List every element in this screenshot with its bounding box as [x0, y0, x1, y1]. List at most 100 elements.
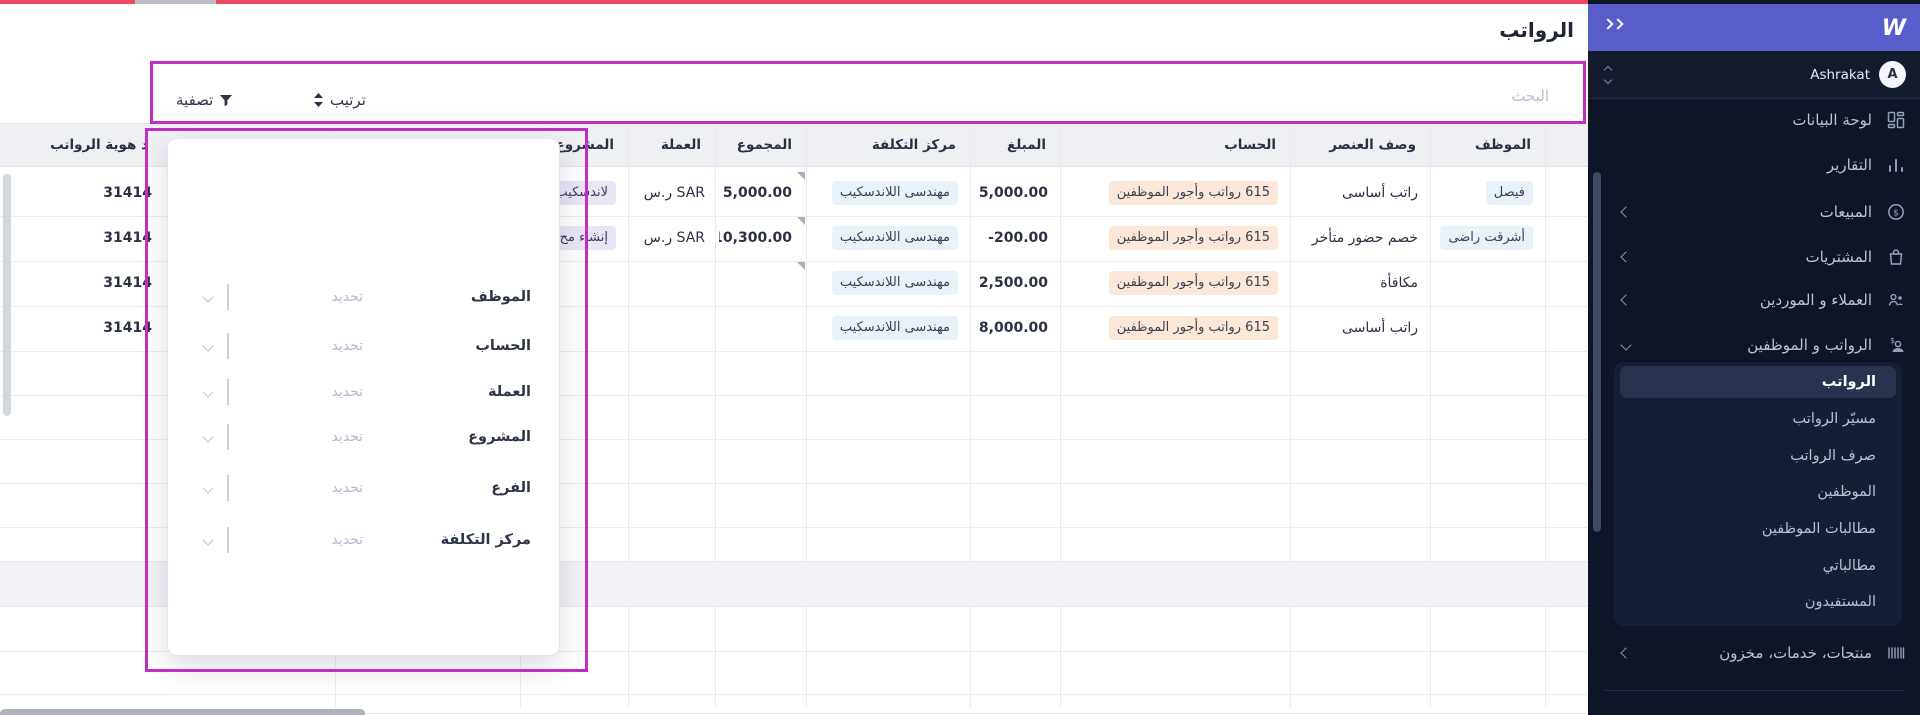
row-separator — [0, 261, 1588, 262]
horizontal-scrollbar-track — [0, 713, 1588, 714]
chevron-down-icon[interactable] — [202, 431, 214, 443]
cell-doc-id: 31414 — [103, 230, 152, 246]
filter-field-label: الفرع — [491, 480, 531, 496]
sidebar-item-label: الرواتب و الموظفين — [1747, 336, 1872, 354]
column-header-amount[interactable]: المبلغ — [1007, 137, 1046, 153]
cell-amount: 8,000.00 — [978, 320, 1048, 336]
cost-center-badge: مهندسى اللاندسكيب — [831, 271, 958, 295]
filter-row-project: المشروع تحديد — [168, 422, 559, 452]
cell-total: 10,300.00 — [719, 230, 792, 246]
row-separator — [0, 527, 1588, 528]
row-separator — [0, 395, 1588, 396]
chevron-left-icon — [1620, 647, 1632, 659]
currency-select[interactable]: تحديد — [331, 384, 363, 400]
account-badge: 615 رواتب وأجور الموظفين — [1108, 271, 1278, 295]
search-input[interactable] — [1160, 76, 1551, 116]
cell-corner-marker — [797, 262, 805, 270]
sidebar-item-purchases[interactable]: المشتريات — [1588, 237, 1920, 277]
submenu-item-salary-payments[interactable]: صرف الرواتب — [1790, 448, 1876, 464]
account-badge: 615 رواتب وأجور الموظفين — [1108, 316, 1278, 340]
cost-center-select[interactable]: تحديد — [331, 532, 363, 548]
cell-amount: -200.00 — [988, 230, 1048, 246]
filter-button[interactable]: تصفية — [176, 86, 233, 114]
branch-select[interactable]: تحديد — [331, 480, 363, 496]
svg-text:$: $ — [1890, 336, 1895, 345]
funnel-icon — [219, 94, 233, 107]
chevron-down-icon — [1603, 75, 1613, 85]
sort-icon — [313, 92, 324, 108]
cell-account: 615 رواتب وأجور الموظفين — [1064, 306, 1286, 351]
submenu-item-beneficiaries[interactable]: المستفيدون — [1804, 594, 1876, 610]
bar-chart-icon — [1887, 156, 1905, 174]
chevron-down-icon[interactable] — [202, 291, 214, 303]
filter-field-label: الحساب — [475, 338, 531, 354]
filter-row-account: الحساب تحديد — [168, 331, 559, 361]
chevron-down-icon[interactable] — [202, 534, 214, 546]
column-header-employee[interactable]: الموظف — [1474, 137, 1531, 153]
submenu-item-my-claims[interactable]: مطالباتي — [1822, 558, 1876, 574]
project-select[interactable]: تحديد — [331, 429, 363, 445]
row-separator — [0, 439, 1588, 440]
row-separator — [0, 216, 1588, 217]
sidebar-item-label: المشتريات — [1805, 248, 1872, 266]
cost-center-badge: مهندسى اللاندسكيب — [831, 226, 958, 250]
column-header-doc-id[interactable]: د هوية الرواتب — [50, 137, 148, 153]
horizontal-scrollbar-thumb[interactable] — [0, 709, 365, 715]
sidebar-item-sales[interactable]: $ المبيعات — [1588, 192, 1920, 232]
column-header-account[interactable]: الحساب — [1224, 137, 1276, 153]
cell-desc: مكافأة — [1380, 275, 1418, 291]
submenu-item-payroll-run[interactable]: مسيّر الرواتب — [1792, 411, 1876, 427]
sort-label: ترتيب — [330, 91, 366, 109]
employee-select[interactable]: تحديد — [331, 289, 363, 305]
loading-bar — [0, 0, 1920, 4]
chevron-down-icon[interactable] — [202, 340, 214, 352]
grid-line — [1545, 123, 1546, 707]
sidebar-item-dashboard[interactable]: لوحة البيانات — [1588, 100, 1920, 140]
filter-button-label: تصفية — [176, 91, 214, 109]
sidebar-item-customers-suppliers[interactable]: العملاء و الموردين — [1588, 280, 1920, 320]
submenu-item-employees[interactable]: الموظفين — [1817, 484, 1876, 500]
org-switcher-icon[interactable] — [1603, 65, 1614, 85]
cell-corner-marker — [797, 217, 805, 225]
sidebar-item-products-inventory[interactable]: منتجات، خدمات، مخزون — [1588, 633, 1920, 673]
sidebar-scrollbar-thumb[interactable] — [1593, 172, 1601, 532]
column-header-desc[interactable]: وصف العنصر — [1329, 137, 1416, 153]
chevron-down-icon[interactable] — [202, 386, 214, 398]
grid-line — [1290, 123, 1291, 707]
vertical-scrollbar-thumb[interactable] — [3, 174, 11, 416]
select-divider — [227, 379, 229, 405]
account-select[interactable]: تحديد — [331, 338, 363, 354]
column-header-currency[interactable]: العملة — [660, 137, 701, 153]
sidebar-item-payroll-employees[interactable]: $ الرواتب و الموظفين — [1588, 325, 1920, 365]
cell-currency: SAR ر.س — [643, 185, 705, 201]
filter-row-employee: الموظف تحديد — [168, 282, 559, 312]
grid-line — [715, 123, 716, 707]
column-header-project[interactable]: المشروع — [555, 137, 615, 153]
select-divider — [227, 475, 229, 501]
project-badge: إنشاء مح — [551, 226, 616, 250]
svg-text:$: $ — [1893, 209, 1899, 219]
payroll-submenu: الرواتب مسيّر الرواتب صرف الرواتب الموظف… — [1614, 362, 1902, 626]
chevron-down-icon[interactable] — [202, 482, 214, 494]
payroll-person-icon: $ — [1887, 336, 1905, 354]
column-header-cost-center[interactable]: مركز التكلفة — [871, 137, 956, 153]
user-row[interactable]: A Ashrakat — [1588, 51, 1920, 99]
submenu-item-employee-claims[interactable]: مطالبات الموظفين — [1761, 521, 1876, 537]
chevron-up-icon — [1603, 65, 1613, 75]
cell-amount: 2,500.00 — [978, 275, 1048, 291]
collapse-sidebar-button[interactable] — [1602, 18, 1624, 30]
cell-account: 615 رواتب وأجور الموظفين — [1064, 216, 1286, 261]
cost-center-badge: مهندسى اللاندسكيب — [831, 181, 958, 205]
main-content: الرواتب ترتيب تصفية د هوية الرواتب المشر… — [0, 4, 1588, 715]
sidebar-item-reports[interactable]: التقارير — [1588, 145, 1920, 185]
filter-row-branch: الفرع تحديد — [168, 473, 559, 503]
sort-button[interactable]: ترتيب — [313, 86, 366, 114]
shopping-bag-icon — [1887, 248, 1905, 266]
chevron-left-icon — [1620, 294, 1632, 306]
cell-project: إنشاء مح — [524, 216, 624, 261]
chevron-right-icon — [1612, 18, 1624, 30]
chevron-left-icon — [1620, 251, 1632, 263]
sidebar-item-label: التقارير — [1826, 156, 1872, 174]
submenu-item-salaries[interactable]: الرواتب — [1620, 366, 1896, 398]
column-header-total[interactable]: المجموع — [736, 137, 792, 153]
